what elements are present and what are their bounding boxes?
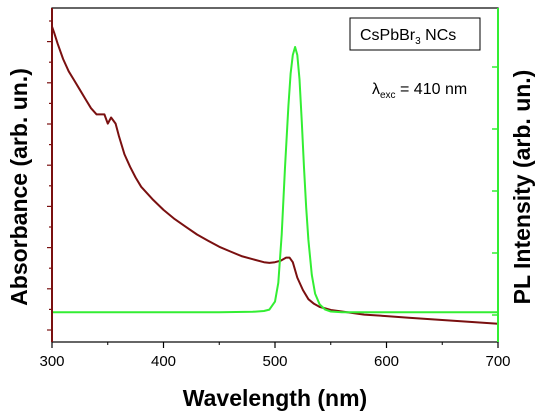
series-layer [51, 26, 499, 325]
left-y-axis-title: Absorbance (arb. un.) [6, 68, 32, 306]
excitation-annotation: λexc = 410 nm [372, 81, 467, 101]
x-tick-label: 500 [262, 353, 287, 370]
right-y-axis-title: PL Intensity (arb. un.) [509, 70, 535, 305]
x-tick-label: 400 [151, 353, 176, 370]
legend-box [349, 17, 481, 51]
x-tick-label: 700 [485, 353, 510, 370]
absorbance-curve [51, 26, 499, 325]
excitation-subscript: exc [380, 90, 396, 101]
x-tick-label: 600 [374, 353, 399, 370]
left-axis [47, 8, 53, 342]
excitation-value: = 410 nm [396, 81, 468, 98]
legend-label-rest: NCs [421, 27, 457, 44]
legend-label-subscript: 3 [415, 36, 421, 47]
x-axis-title: Wavelength (nm) [183, 385, 367, 411]
legend-label: CsPbBr3 NCs [360, 27, 456, 47]
x-tick-label: 300 [39, 353, 64, 370]
plot-frame [51, 7, 499, 343]
pl-intensity-curve [52, 46, 498, 314]
right-axis [492, 8, 499, 342]
excitation-symbol: λ [372, 81, 380, 98]
bottom-axis: 300 400 500 600 700 [39, 342, 511, 370]
legend-label-main: CsPbBr [360, 27, 416, 44]
